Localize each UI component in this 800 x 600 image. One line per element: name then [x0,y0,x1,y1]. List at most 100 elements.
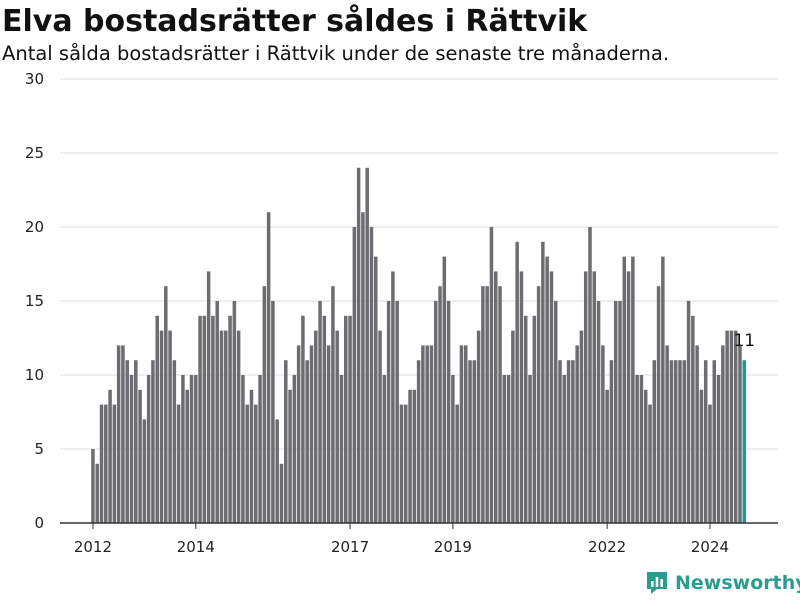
bar [700,390,704,523]
bar [361,212,365,523]
bar [481,286,485,523]
bar [271,301,275,523]
bar [618,301,622,523]
bar [258,375,262,523]
bar [288,390,292,523]
bar [704,360,708,523]
bar [151,360,155,523]
bar [138,390,142,523]
bar [203,316,207,523]
bar [181,375,185,523]
bar [280,464,284,523]
bar [558,360,562,523]
x-tick-label: 2022 [588,538,626,556]
x-tick-label: 2024 [691,538,729,556]
bar [687,301,691,523]
bar [515,242,519,523]
bar [678,360,682,523]
bar [125,360,129,523]
bar [455,405,459,523]
bar [228,316,232,523]
bar [224,331,228,523]
x-axis-ticks: 2012 2014 2017 2019 2022 2024 [74,523,729,556]
bar [185,390,189,523]
last-value-label: 11 [733,331,755,351]
bar [353,227,357,523]
bar [378,331,382,523]
bar-latest [743,360,747,523]
bar [571,360,575,523]
bar [245,405,249,523]
bar-chart: 051015202530 2012 2014 2017 2019 2022 2024 11 [0,0,800,600]
bar [314,331,318,523]
bar [588,227,592,523]
bar [335,331,339,523]
bar [215,301,219,523]
bar [383,375,387,523]
bar [434,301,438,523]
bar [155,316,159,523]
bar [653,360,657,523]
bar [494,271,498,523]
bar [734,331,738,523]
bar [713,360,717,523]
bar [108,390,112,523]
bar [635,375,639,523]
bar [648,405,652,523]
bar [387,301,391,523]
bar [597,301,601,523]
bar [593,271,597,523]
bar [451,375,455,523]
y-tick-label: 30 [25,70,44,88]
bar [533,316,537,523]
bar [250,390,254,523]
bar [190,375,194,523]
bar [421,345,425,523]
bar [143,419,147,523]
bar [237,331,241,523]
bar [168,331,172,523]
x-tick-label: 2019 [434,538,472,556]
bar [473,360,477,523]
bar [721,345,725,523]
y-tick-label: 5 [34,440,44,458]
bar [207,271,211,523]
bar [554,301,558,523]
bar [121,345,125,523]
y-tick-label: 10 [25,366,44,384]
bar [344,316,348,523]
brand-name: Newsworthy [675,572,800,594]
bar [117,345,121,523]
bar [674,360,678,523]
bar [520,271,524,523]
bar [610,360,614,523]
bar [413,390,417,523]
bar [267,212,271,523]
bar [468,360,472,523]
bar [173,360,177,523]
bar [614,301,618,523]
bar [374,257,378,523]
bar [460,345,464,523]
bar [263,286,267,523]
bar [91,449,95,523]
bar [524,316,528,523]
bar-chart-logo-icon [645,570,669,596]
bar [100,405,104,523]
bar [528,375,532,523]
bar [408,390,412,523]
bar [537,286,541,523]
bar [340,375,344,523]
bar [584,271,588,523]
y-tick-label: 0 [34,514,44,532]
bar [301,316,305,523]
bar [550,271,554,523]
bar [725,331,729,523]
bar [370,227,374,523]
bar [691,316,695,523]
bar [395,301,399,523]
bar [95,464,99,523]
bar [563,375,567,523]
bar [400,405,404,523]
bar [177,405,181,523]
